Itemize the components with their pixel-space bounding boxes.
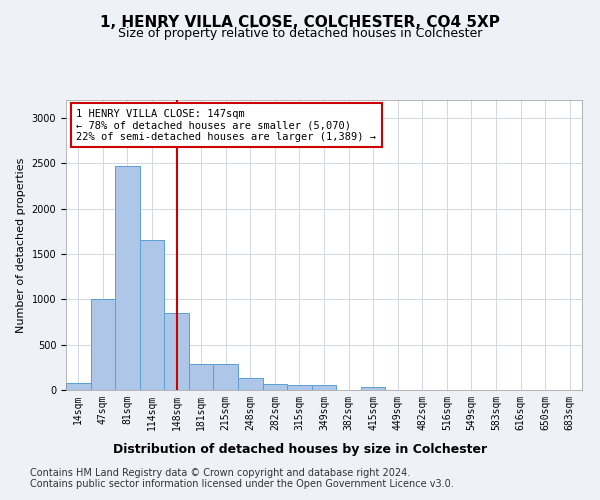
- Text: 1 HENRY VILLA CLOSE: 147sqm
← 78% of detached houses are smaller (5,070)
22% of : 1 HENRY VILLA CLOSE: 147sqm ← 78% of det…: [76, 108, 376, 142]
- Bar: [115, 166, 140, 390]
- Bar: [312, 385, 336, 390]
- Text: 1, HENRY VILLA CLOSE, COLCHESTER, CO4 5XP: 1, HENRY VILLA CLOSE, COLCHESTER, CO4 5X…: [100, 15, 500, 30]
- Bar: [263, 384, 287, 390]
- Bar: [238, 378, 263, 390]
- Bar: [361, 388, 385, 390]
- Text: Contains public sector information licensed under the Open Government Licence v3: Contains public sector information licen…: [30, 479, 454, 489]
- Bar: [189, 364, 214, 390]
- Y-axis label: Number of detached properties: Number of detached properties: [16, 158, 26, 332]
- Bar: [91, 300, 115, 390]
- Bar: [164, 312, 189, 390]
- Text: Size of property relative to detached houses in Colchester: Size of property relative to detached ho…: [118, 28, 482, 40]
- Bar: [287, 385, 312, 390]
- Bar: [140, 240, 164, 390]
- Text: Distribution of detached houses by size in Colchester: Distribution of detached houses by size …: [113, 442, 487, 456]
- Bar: [214, 364, 238, 390]
- Text: Contains HM Land Registry data © Crown copyright and database right 2024.: Contains HM Land Registry data © Crown c…: [30, 468, 410, 477]
- Bar: [66, 383, 91, 390]
